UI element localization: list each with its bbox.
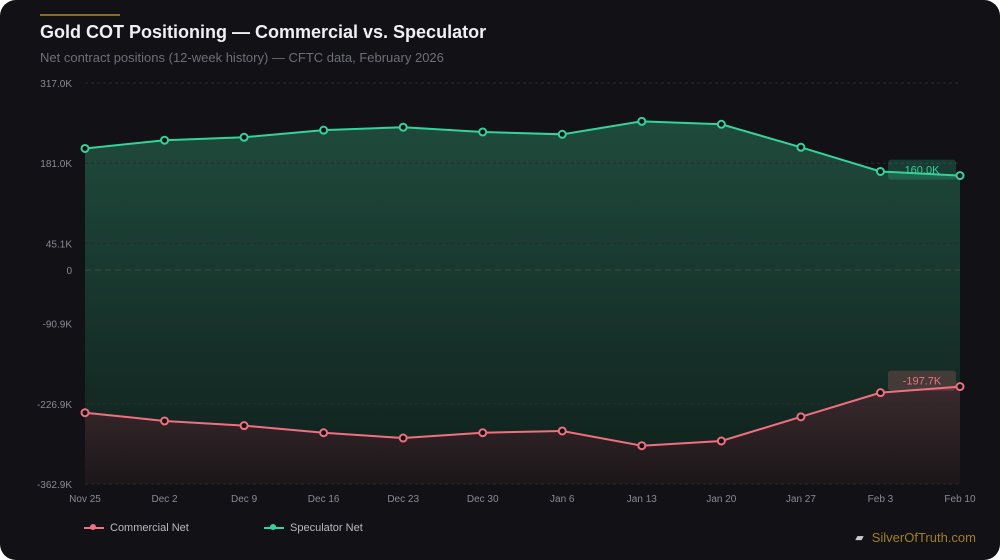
accent-bar — [40, 14, 120, 16]
x-tick-label: Jan 6 — [550, 494, 575, 505]
speculator-point — [239, 132, 249, 142]
x-tick-label: Jan 13 — [627, 494, 657, 505]
legend-item-commercial[interactable]: Commercial Net — [84, 522, 189, 534]
x-tick-label: Dec 16 — [308, 494, 340, 505]
speculator-point — [637, 116, 647, 126]
commercial-point — [239, 421, 249, 431]
commercial-swatch — [84, 524, 104, 530]
commercial-point — [319, 428, 329, 438]
commercial-point — [398, 433, 408, 443]
speculator-point — [80, 143, 90, 153]
chart-subtitle: Net contract positions (12-week history)… — [40, 50, 444, 65]
commercial-point — [637, 441, 647, 451]
speculator-point — [478, 127, 488, 137]
x-tick-label: Feb 10 — [944, 494, 976, 505]
x-tick-label: Feb 3 — [868, 494, 894, 505]
commercial-area — [85, 386, 960, 484]
x-tick-label: Dec 2 — [151, 494, 178, 505]
commercial-point — [875, 388, 885, 398]
speculator-point — [319, 125, 329, 135]
speculator-point — [557, 129, 567, 139]
brand-name: SilverOfTruth.com — [871, 530, 976, 545]
x-tick-label: Dec 30 — [467, 494, 499, 505]
y-tick-label: 317.0K — [40, 79, 72, 90]
commercial-point — [796, 412, 806, 422]
speculator-point — [716, 119, 726, 129]
commercial-point — [557, 426, 567, 436]
x-tick-label: Dec 9 — [231, 494, 258, 505]
y-tick-label: 0 — [66, 266, 72, 277]
y-tick-label: 45.1K — [46, 239, 72, 250]
legend-item-speculator[interactable]: Speculator Net — [264, 522, 363, 534]
gold-bars-icon: ▰ — [855, 532, 864, 544]
line-chart: 317.0K 181.0K 45.1K 0 -90.9K -226.9K -362.9K No… — [37, 79, 976, 505]
y-tick-label: -362.9K — [37, 480, 72, 491]
legend-label: Commercial Net — [110, 522, 189, 534]
commercial-point — [716, 436, 726, 446]
chart-title: Gold COT Positioning — Commercial vs. Sp… — [40, 22, 487, 42]
commercial-point — [80, 408, 90, 418]
speculator-swatch — [264, 524, 284, 530]
y-tick-label: -226.9K — [37, 400, 72, 411]
speculator-point — [796, 142, 806, 152]
x-tick-label: Jan 27 — [786, 494, 816, 505]
speculator-point — [875, 166, 885, 176]
commercial-line — [84, 385, 961, 447]
commercial-point — [955, 382, 965, 392]
speculator-area — [85, 121, 960, 484]
speculator-point — [955, 171, 965, 181]
speculator-point — [160, 135, 170, 145]
commercial-point — [160, 416, 170, 426]
x-tick-label: Jan 20 — [706, 494, 736, 505]
brand-link[interactable]: ▰ SilverOfTruth.com — [855, 530, 976, 545]
commercial-end-label: -197.7K — [903, 376, 942, 388]
commercial-end-label-bg — [888, 370, 956, 391]
x-tick-label: Dec 23 — [387, 494, 419, 505]
y-tick-label: 181.0K — [40, 159, 72, 170]
speculator-point — [398, 122, 408, 132]
speculator-end-label: 160.0K — [905, 165, 941, 177]
y-tick-label: -90.9K — [43, 320, 73, 331]
commercial-point — [478, 428, 488, 438]
legend-label: Speculator Net — [290, 522, 363, 534]
x-tick-label: Nov 25 — [69, 494, 101, 505]
speculator-line — [84, 120, 961, 177]
speculator-end-label-bg — [888, 159, 956, 180]
